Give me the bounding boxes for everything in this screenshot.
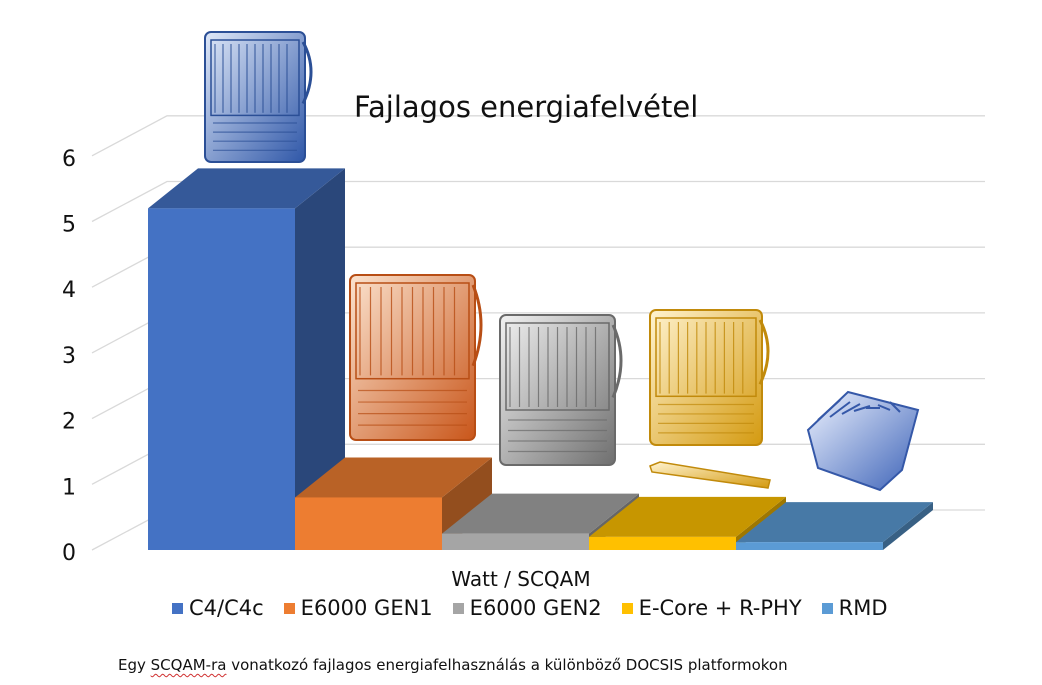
bar-side xyxy=(295,168,345,551)
legend-item-c4: C4/C4c xyxy=(172,596,264,620)
y-tick-label: 3 xyxy=(62,344,76,369)
legend-item-e6000-gen2: E6000 GEN2 xyxy=(452,596,602,620)
bar-front xyxy=(148,208,295,551)
grid-line xyxy=(91,115,985,157)
bar-front xyxy=(442,533,589,550)
ccap-chassis-icon xyxy=(499,314,623,466)
chart-title: Fajlagos energiafelvétel xyxy=(354,90,699,124)
y-tick-label: 6 xyxy=(62,147,76,172)
legend-swatch xyxy=(621,602,633,614)
ccap-chassis-icon xyxy=(649,309,770,446)
legend-item-e-core-rphy: E-Core + R-PHY xyxy=(621,596,802,620)
y-tick-label: 0 xyxy=(62,541,76,566)
bar-front xyxy=(295,497,442,550)
bar xyxy=(736,502,933,550)
bar-top xyxy=(736,502,933,543)
bar-front xyxy=(736,542,883,550)
y-tick-label: 5 xyxy=(62,213,76,238)
bar xyxy=(589,496,786,550)
legend-label: RMD xyxy=(838,596,888,620)
legend-label: E6000 GEN1 xyxy=(300,596,433,620)
bar-top xyxy=(295,457,492,498)
y-tick-label: 4 xyxy=(62,278,76,303)
bar-side xyxy=(883,502,933,550)
bar-top xyxy=(148,168,345,209)
legend-item-rmd: RMD xyxy=(821,596,888,620)
device-images xyxy=(204,31,920,492)
y-axis-ticks: 0 1 2 3 4 5 6 xyxy=(62,147,76,566)
legend-swatch xyxy=(821,602,833,614)
x-axis-label: Watt / SCQAM xyxy=(451,567,591,591)
bar-top xyxy=(589,496,786,537)
bar-top xyxy=(442,493,639,534)
y-tick-label: 2 xyxy=(62,410,76,435)
legend-swatch xyxy=(172,602,183,614)
bars xyxy=(148,168,933,551)
bar-front xyxy=(589,536,736,550)
grid-line xyxy=(91,180,985,223)
legend-label: E6000 GEN2 xyxy=(469,596,602,620)
caption-text: Egy xyxy=(118,656,151,674)
legend-swatch xyxy=(283,602,295,614)
ccap-chassis-icon xyxy=(349,274,483,441)
caption-text-underlined: SCQAM-ra xyxy=(150,656,227,674)
rphy-module-icon xyxy=(649,461,771,489)
remote-node-icon xyxy=(806,390,920,492)
legend-swatch xyxy=(452,602,464,614)
bar xyxy=(295,457,492,550)
cmts-chassis-icon xyxy=(204,31,313,163)
legend-label: E-Core + R-PHY xyxy=(638,596,802,620)
caption-text: vonatkozó fajlagos energiafelhasználás a… xyxy=(226,656,788,674)
legend-label: C4/C4c xyxy=(189,596,264,620)
y-tick-label: 1 xyxy=(62,475,76,500)
figure-caption: Egy SCQAM-ra vonatkozó fajlagos energiaf… xyxy=(118,656,788,674)
legend: C4/C4c E6000 GEN1 E6000 GEN2 E-Core + R-… xyxy=(172,596,888,620)
bar xyxy=(148,168,345,551)
legend-item-e6000-gen1: E6000 GEN1 xyxy=(283,596,433,620)
